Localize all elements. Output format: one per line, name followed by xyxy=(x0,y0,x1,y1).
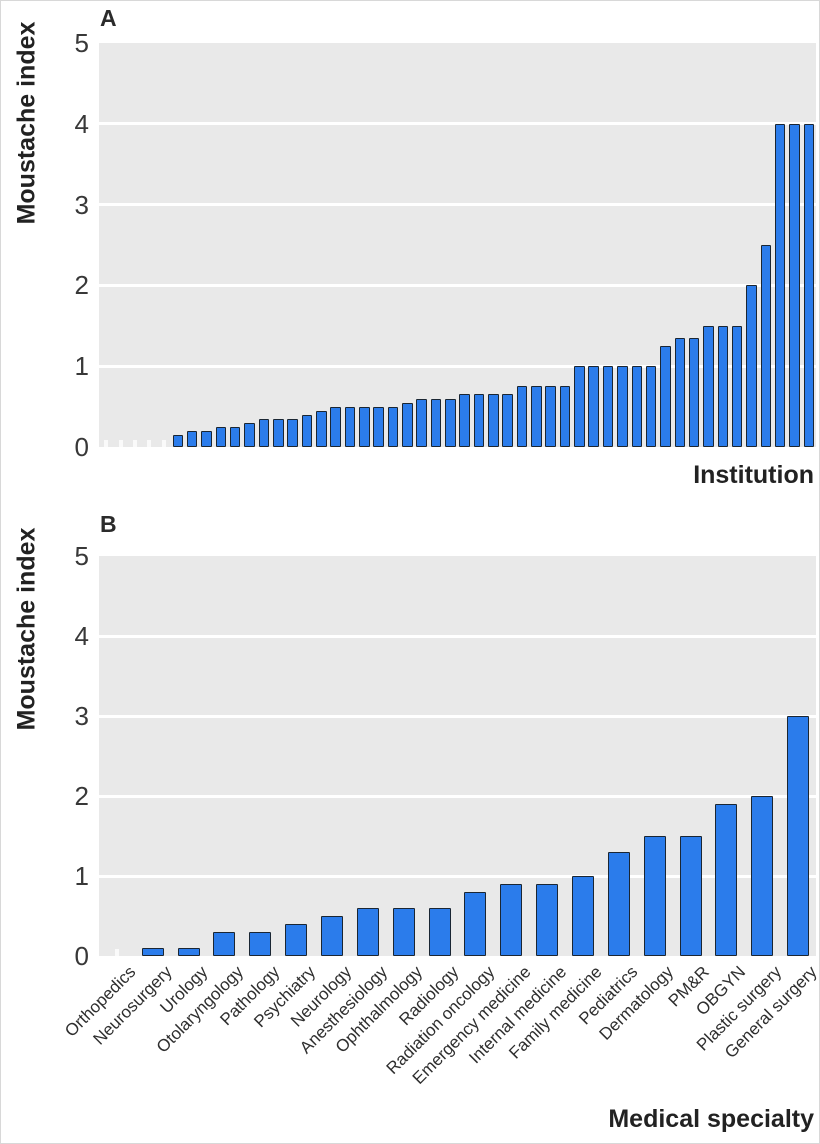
bar xyxy=(571,876,594,956)
zero-value-tick xyxy=(147,440,152,447)
bar xyxy=(316,410,327,447)
bar xyxy=(703,325,714,447)
y-tick-label: 4 xyxy=(74,108,89,139)
gridline-y-2 xyxy=(99,794,816,798)
zero-value-tick xyxy=(114,949,119,956)
gridline-y-3 xyxy=(99,714,816,718)
panel-a-y-axis-title: Moustache index xyxy=(12,21,41,225)
bar xyxy=(430,398,442,447)
bar xyxy=(516,386,528,447)
bar xyxy=(574,366,585,447)
bar xyxy=(787,716,810,956)
bar xyxy=(177,948,200,956)
bar xyxy=(249,932,272,956)
bar xyxy=(359,406,370,447)
y-tick-label: 0 xyxy=(74,432,89,462)
bar xyxy=(488,394,499,447)
bar xyxy=(464,892,487,956)
bar xyxy=(356,908,379,956)
panel-b-letter: B xyxy=(100,511,117,537)
gridline-y-1 xyxy=(99,364,816,368)
bar xyxy=(531,386,542,447)
bar xyxy=(321,916,344,956)
bar xyxy=(717,325,729,447)
y-tick-label: 5 xyxy=(74,28,89,58)
bar xyxy=(631,366,642,447)
bar xyxy=(459,394,470,447)
bar xyxy=(273,418,284,447)
bar xyxy=(536,884,559,956)
bar xyxy=(502,394,513,447)
bar xyxy=(344,406,356,447)
bar xyxy=(607,852,630,956)
bar xyxy=(141,948,164,956)
bar xyxy=(387,406,399,447)
panel-b-y-axis-title: Moustache index xyxy=(12,527,41,731)
bar xyxy=(660,346,671,447)
bar xyxy=(774,123,786,447)
y-tick-label: 1 xyxy=(74,861,89,891)
bar xyxy=(559,386,571,447)
bar xyxy=(445,398,456,447)
bar xyxy=(602,366,614,447)
bar xyxy=(760,245,772,447)
y-tick-label: 4 xyxy=(74,621,89,651)
bar xyxy=(617,366,628,447)
y-tick-label: 0 xyxy=(74,941,89,971)
bar xyxy=(588,366,599,447)
bar xyxy=(285,924,308,956)
bar xyxy=(645,366,657,447)
panel-b-x-axis-title: Medical specialty xyxy=(608,1105,814,1133)
bar xyxy=(688,337,700,447)
bar xyxy=(373,406,384,447)
bar xyxy=(213,932,236,956)
bar xyxy=(201,430,212,447)
bar xyxy=(402,402,413,447)
y-tick-label: 3 xyxy=(74,189,89,220)
bar xyxy=(229,426,241,447)
panel-b-plot-area xyxy=(99,556,816,956)
bar xyxy=(746,285,757,447)
bar xyxy=(679,836,702,956)
gridline-y-2 xyxy=(99,283,816,287)
bar xyxy=(715,804,738,956)
bar xyxy=(428,908,451,956)
bar xyxy=(643,836,666,956)
y-tick-label: 1 xyxy=(74,351,89,382)
y-tick-label: 3 xyxy=(74,701,89,731)
gridline-y-4 xyxy=(99,634,816,638)
y-tick-label: 2 xyxy=(74,270,89,301)
panel-a-plot-area xyxy=(99,43,816,447)
gridline-y-1 xyxy=(99,874,816,878)
bar xyxy=(731,325,743,447)
bar xyxy=(258,418,270,447)
bar xyxy=(751,796,774,956)
bar xyxy=(172,434,184,447)
panel-a-letter: A xyxy=(100,5,117,31)
bar xyxy=(803,123,815,447)
bar xyxy=(416,398,427,447)
gridline-y-4 xyxy=(99,122,816,126)
bar xyxy=(674,337,686,447)
zero-value-tick xyxy=(132,440,137,447)
bar xyxy=(392,908,415,956)
bar xyxy=(500,884,523,956)
bar xyxy=(186,430,198,447)
bar xyxy=(545,386,556,447)
y-tick-label: 2 xyxy=(74,781,89,811)
panel-a-x-axis-title: Institution xyxy=(693,461,814,489)
zero-value-tick xyxy=(104,440,109,447)
zero-value-tick xyxy=(118,440,123,447)
gridline-y-3 xyxy=(99,203,816,207)
bar xyxy=(215,426,227,447)
bar xyxy=(287,418,298,447)
y-tick-label: 5 xyxy=(74,541,89,571)
bar xyxy=(244,422,255,447)
bar xyxy=(473,394,485,447)
bar xyxy=(330,406,341,447)
bar xyxy=(789,123,800,447)
zero-value-tick xyxy=(161,440,166,447)
bar xyxy=(301,414,313,447)
